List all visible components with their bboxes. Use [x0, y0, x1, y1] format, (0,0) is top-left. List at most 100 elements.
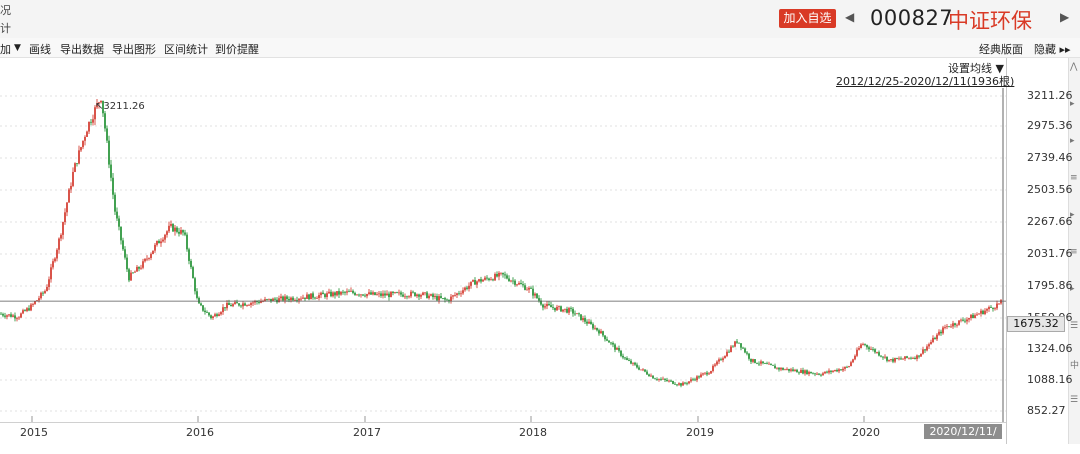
toolbar-price-alert[interactable]: 到价提醒 [215, 43, 259, 56]
candle-body [580, 314, 582, 321]
candle-body [946, 326, 948, 328]
candle-body [718, 359, 720, 362]
candle-body [362, 294, 364, 296]
candle-body [590, 321, 592, 325]
candle-body [704, 372, 706, 374]
candle-body [348, 291, 350, 293]
candle-body [506, 275, 508, 279]
candle-body [838, 369, 840, 372]
x-tick-label: 2018 [519, 426, 547, 439]
candle-body [396, 292, 398, 293]
candle-body [6, 315, 8, 317]
candle-body [14, 315, 16, 319]
candle-body [908, 357, 910, 359]
candle-body [466, 287, 468, 289]
candle-body [986, 309, 988, 311]
toolbar-range-stats[interactable]: 区间统计 [164, 43, 208, 56]
candle-body [238, 303, 240, 306]
candle-body [560, 306, 562, 312]
candle-body [554, 307, 556, 311]
candle-body [574, 313, 576, 315]
candle-body [860, 344, 862, 349]
candle-body [394, 292, 396, 293]
x-tick-label: 2017 [353, 426, 381, 439]
candle-body [910, 357, 912, 359]
candle-body [26, 308, 28, 311]
candle-body [788, 368, 790, 371]
candle-body [678, 383, 680, 385]
candle-body [650, 375, 652, 377]
toolbar-draw-line[interactable]: 画线 [29, 43, 51, 56]
candle-body [496, 274, 498, 277]
candle-body [136, 266, 138, 272]
candle-body [22, 310, 24, 314]
candle-body [286, 296, 288, 300]
candle-body [356, 294, 358, 296]
candle-body [412, 291, 414, 293]
candle-body [164, 234, 166, 240]
candle-body [264, 299, 266, 302]
candle-body [242, 303, 244, 307]
top-left-text-1: 况 [0, 4, 11, 17]
candle-body [390, 291, 392, 298]
candle-body [664, 378, 666, 380]
candle-body [778, 367, 780, 370]
candle-body [716, 361, 718, 365]
candle-body [954, 323, 956, 326]
candle-body [476, 281, 478, 285]
candle-body [212, 316, 214, 319]
candle-body [156, 240, 158, 245]
y-tick-label: 2267.66 [1027, 215, 1073, 228]
candle-body [432, 294, 434, 298]
candle-body [528, 287, 530, 290]
candle-body [920, 353, 922, 357]
candle-body [746, 352, 748, 354]
candle-body [936, 334, 938, 340]
moving-average-setting[interactable]: 设置均线 ▼ [948, 62, 1004, 75]
candle-body [800, 370, 802, 373]
candle-body [510, 280, 512, 282]
candle-body [418, 294, 420, 297]
add-to-watchlist-button[interactable]: 加入自选 [779, 9, 836, 28]
candle-body [140, 267, 142, 269]
candle-body [610, 342, 612, 344]
candle-body [328, 291, 330, 294]
candle-body [284, 296, 286, 301]
prev-stock-arrow-icon[interactable]: ◀ [845, 10, 855, 24]
candle-body [534, 293, 536, 296]
candle-body [974, 315, 976, 319]
candle-body [914, 357, 916, 359]
candle-body [18, 317, 20, 319]
chart-plot-area[interactable] [0, 58, 1006, 422]
candle-body [288, 299, 290, 301]
candle-body [108, 140, 110, 165]
candle-body [768, 363, 770, 365]
toolbar-export-image[interactable]: 导出图形 [112, 43, 156, 56]
toolbar-export-data[interactable]: 导出数据 [60, 43, 104, 56]
toolbar-hide[interactable]: 隐藏 ▸▸ [1034, 43, 1071, 56]
next-stock-arrow-icon[interactable]: ▶ [1060, 10, 1070, 24]
candle-body [792, 369, 794, 371]
toolbar-classic-layout[interactable]: 经典版面 [979, 43, 1023, 56]
candle-body [566, 308, 568, 313]
candle-body [178, 231, 180, 234]
candle-body [698, 376, 700, 378]
candle-body [544, 306, 546, 308]
candle-body [818, 373, 820, 375]
candle-body [110, 164, 112, 178]
candle-body [282, 296, 284, 301]
candle-body [308, 294, 310, 300]
candle-body [330, 291, 332, 297]
candle-body [158, 240, 160, 244]
candle-body [532, 288, 534, 296]
toolbar-dropdown-icon[interactable]: ▼ [14, 43, 21, 53]
candle-body [350, 290, 352, 292]
candle-body [426, 292, 428, 299]
toolbar-add[interactable]: 加 [0, 43, 11, 56]
side-strip-glyph: ☰ [1070, 321, 1079, 331]
candle-body [854, 355, 856, 360]
candle-body [272, 298, 274, 302]
date-range-link[interactable]: 2012/12/25-2020/12/11(1936根) [836, 75, 1015, 88]
candle-body [354, 292, 356, 295]
candle-body [154, 244, 156, 251]
